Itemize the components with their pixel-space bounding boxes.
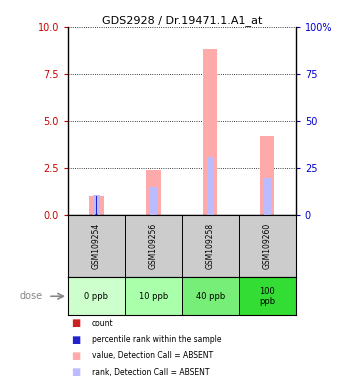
Text: GSM109258: GSM109258 <box>206 223 215 269</box>
Bar <box>95 214 98 215</box>
Text: ■: ■ <box>71 367 81 377</box>
Text: percentile rank within the sample: percentile rank within the sample <box>92 335 221 344</box>
Text: 10 ppb: 10 ppb <box>139 292 168 301</box>
Text: ■: ■ <box>71 318 81 328</box>
Text: rank, Detection Call = ABSENT: rank, Detection Call = ABSENT <box>92 367 209 377</box>
Bar <box>96 195 97 215</box>
Bar <box>207 157 214 215</box>
Bar <box>93 195 100 215</box>
Bar <box>239 277 296 315</box>
Bar <box>89 197 104 215</box>
Text: GSM109256: GSM109256 <box>149 223 158 269</box>
Text: 40 ppb: 40 ppb <box>196 292 225 301</box>
Bar <box>203 50 218 215</box>
Bar <box>68 277 125 315</box>
Bar <box>182 277 239 315</box>
Bar <box>264 178 271 215</box>
Title: GDS2928 / Dr.19471.1.A1_at: GDS2928 / Dr.19471.1.A1_at <box>102 15 262 26</box>
Text: value, Detection Call = ABSENT: value, Detection Call = ABSENT <box>92 351 213 360</box>
Text: count: count <box>92 319 114 328</box>
Bar <box>150 187 157 215</box>
Text: dose: dose <box>19 291 42 301</box>
Text: GSM109260: GSM109260 <box>263 223 272 269</box>
Text: 0 ppb: 0 ppb <box>84 292 108 301</box>
Text: ■: ■ <box>71 351 81 361</box>
Bar <box>125 277 182 315</box>
Text: ■: ■ <box>71 335 81 345</box>
Bar <box>146 170 160 215</box>
Bar <box>260 136 274 215</box>
Text: 100
ppb: 100 ppb <box>259 286 275 306</box>
Text: GSM109254: GSM109254 <box>92 223 101 269</box>
